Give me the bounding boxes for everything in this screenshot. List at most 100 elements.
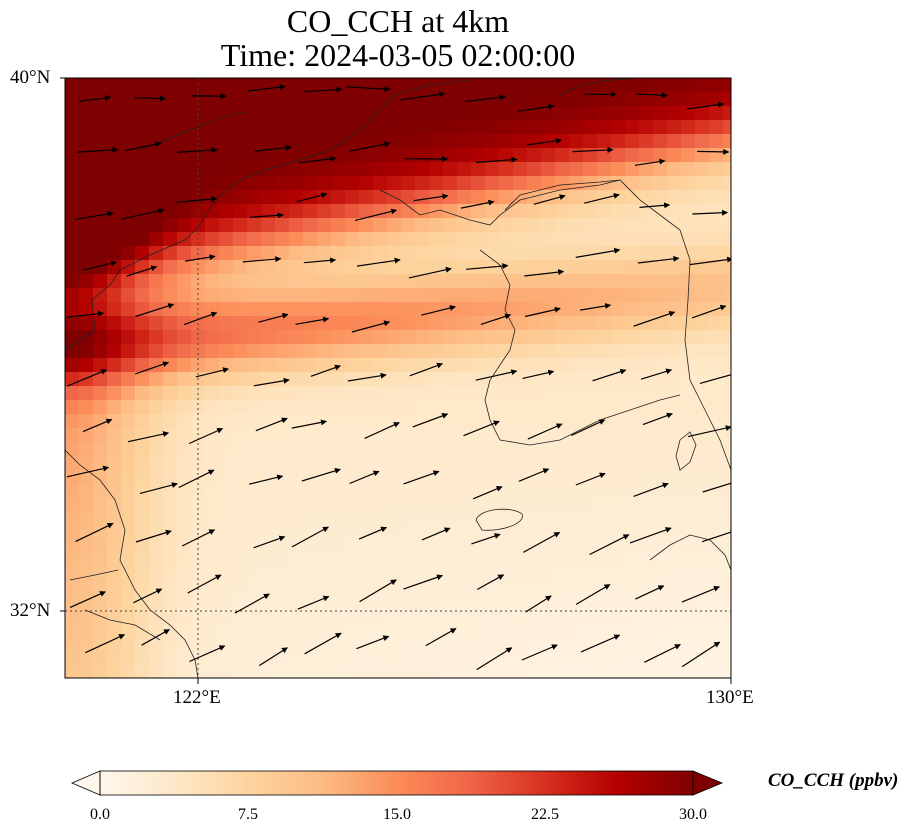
field-cell (331, 512, 346, 527)
field-cell (79, 554, 94, 569)
wind-arrow (413, 193, 449, 202)
field-cell (163, 148, 178, 163)
field-cell (709, 274, 724, 289)
field-cell (499, 582, 514, 597)
field-cell (331, 540, 346, 555)
field-cell (205, 288, 220, 303)
wind-arrow (681, 585, 720, 603)
field-cell (457, 526, 472, 541)
field-cell (359, 134, 374, 149)
field-cell (695, 344, 710, 359)
field-cell (261, 400, 276, 415)
field-cell (471, 148, 486, 163)
field-cell (107, 106, 122, 121)
field-cell (387, 400, 402, 415)
field-cell (317, 358, 332, 373)
wind-arrow (79, 95, 112, 102)
field-cell (219, 400, 234, 415)
field-cell (177, 610, 192, 625)
field-cell (639, 288, 654, 303)
field-cell (401, 568, 416, 583)
field-cell (373, 470, 388, 485)
field-cell (65, 498, 80, 513)
field-cell (93, 610, 108, 625)
field-cell (443, 218, 458, 233)
field-cell (317, 400, 332, 415)
field-cell (611, 554, 626, 569)
field-cell (163, 344, 178, 359)
field-cell (233, 386, 248, 401)
field-cell (331, 400, 346, 415)
field-cell (611, 246, 626, 261)
field-cell (695, 288, 710, 303)
field-cell (289, 232, 304, 247)
field-cell (639, 120, 654, 135)
field-cell (723, 582, 731, 597)
field-cell (65, 484, 80, 499)
field-cell (653, 442, 668, 457)
field-cell (247, 148, 262, 163)
field-cell (499, 106, 514, 121)
field-cell (289, 190, 304, 205)
field-cell (317, 386, 332, 401)
field-cell (191, 190, 206, 205)
field-cell (471, 92, 486, 107)
field-cell (723, 148, 731, 163)
lon-label-130e: 130°E (706, 687, 754, 708)
field-cell (79, 120, 94, 135)
field-cell (303, 246, 318, 261)
field-cell (177, 260, 192, 275)
field-cell (373, 106, 388, 121)
field-cell (667, 372, 682, 387)
field-cell (79, 638, 94, 653)
field-cell (205, 232, 220, 247)
field-cell (639, 260, 654, 275)
field-cell (387, 666, 402, 678)
field-cell (415, 302, 430, 317)
field-cell (667, 344, 682, 359)
field-cell (415, 344, 430, 359)
field-cell (345, 162, 360, 177)
field-cell (597, 428, 612, 443)
field-cell (373, 512, 388, 527)
field-cell (723, 232, 731, 247)
field-cell (611, 428, 626, 443)
field-cell (653, 120, 668, 135)
field-cell (625, 526, 640, 541)
field-cell (289, 484, 304, 499)
field-cell (261, 470, 276, 485)
field-cell (723, 302, 731, 317)
wind-arrow (176, 196, 218, 203)
lat-label-32n: 32°N (10, 600, 51, 621)
field-cell (107, 526, 122, 541)
field-cell (177, 526, 192, 541)
field-cell (611, 274, 626, 289)
field-cell (303, 568, 318, 583)
field-cell (373, 428, 388, 443)
field-cell (121, 204, 136, 219)
field-cell (79, 260, 94, 275)
field-cell (653, 624, 668, 639)
field-cell (289, 554, 304, 569)
field-cell (261, 92, 276, 107)
field-cell (555, 666, 570, 678)
field-cell (261, 498, 276, 513)
field-cell (611, 596, 626, 611)
field-cell (597, 190, 612, 205)
wind-arrow (248, 474, 284, 485)
field-cell (247, 428, 262, 443)
field-cell (303, 92, 318, 107)
field-cell (107, 456, 122, 471)
field-cell (289, 134, 304, 149)
field-cell (163, 260, 178, 275)
field-cell (149, 330, 164, 345)
field-cell (289, 386, 304, 401)
field-cell (709, 498, 724, 513)
field-cell (695, 666, 710, 678)
field-cell (317, 176, 332, 191)
field-cell (345, 288, 360, 303)
field-cell (345, 456, 360, 471)
field-cell (331, 638, 346, 653)
field-cell (611, 260, 626, 275)
field-cell (667, 330, 682, 345)
